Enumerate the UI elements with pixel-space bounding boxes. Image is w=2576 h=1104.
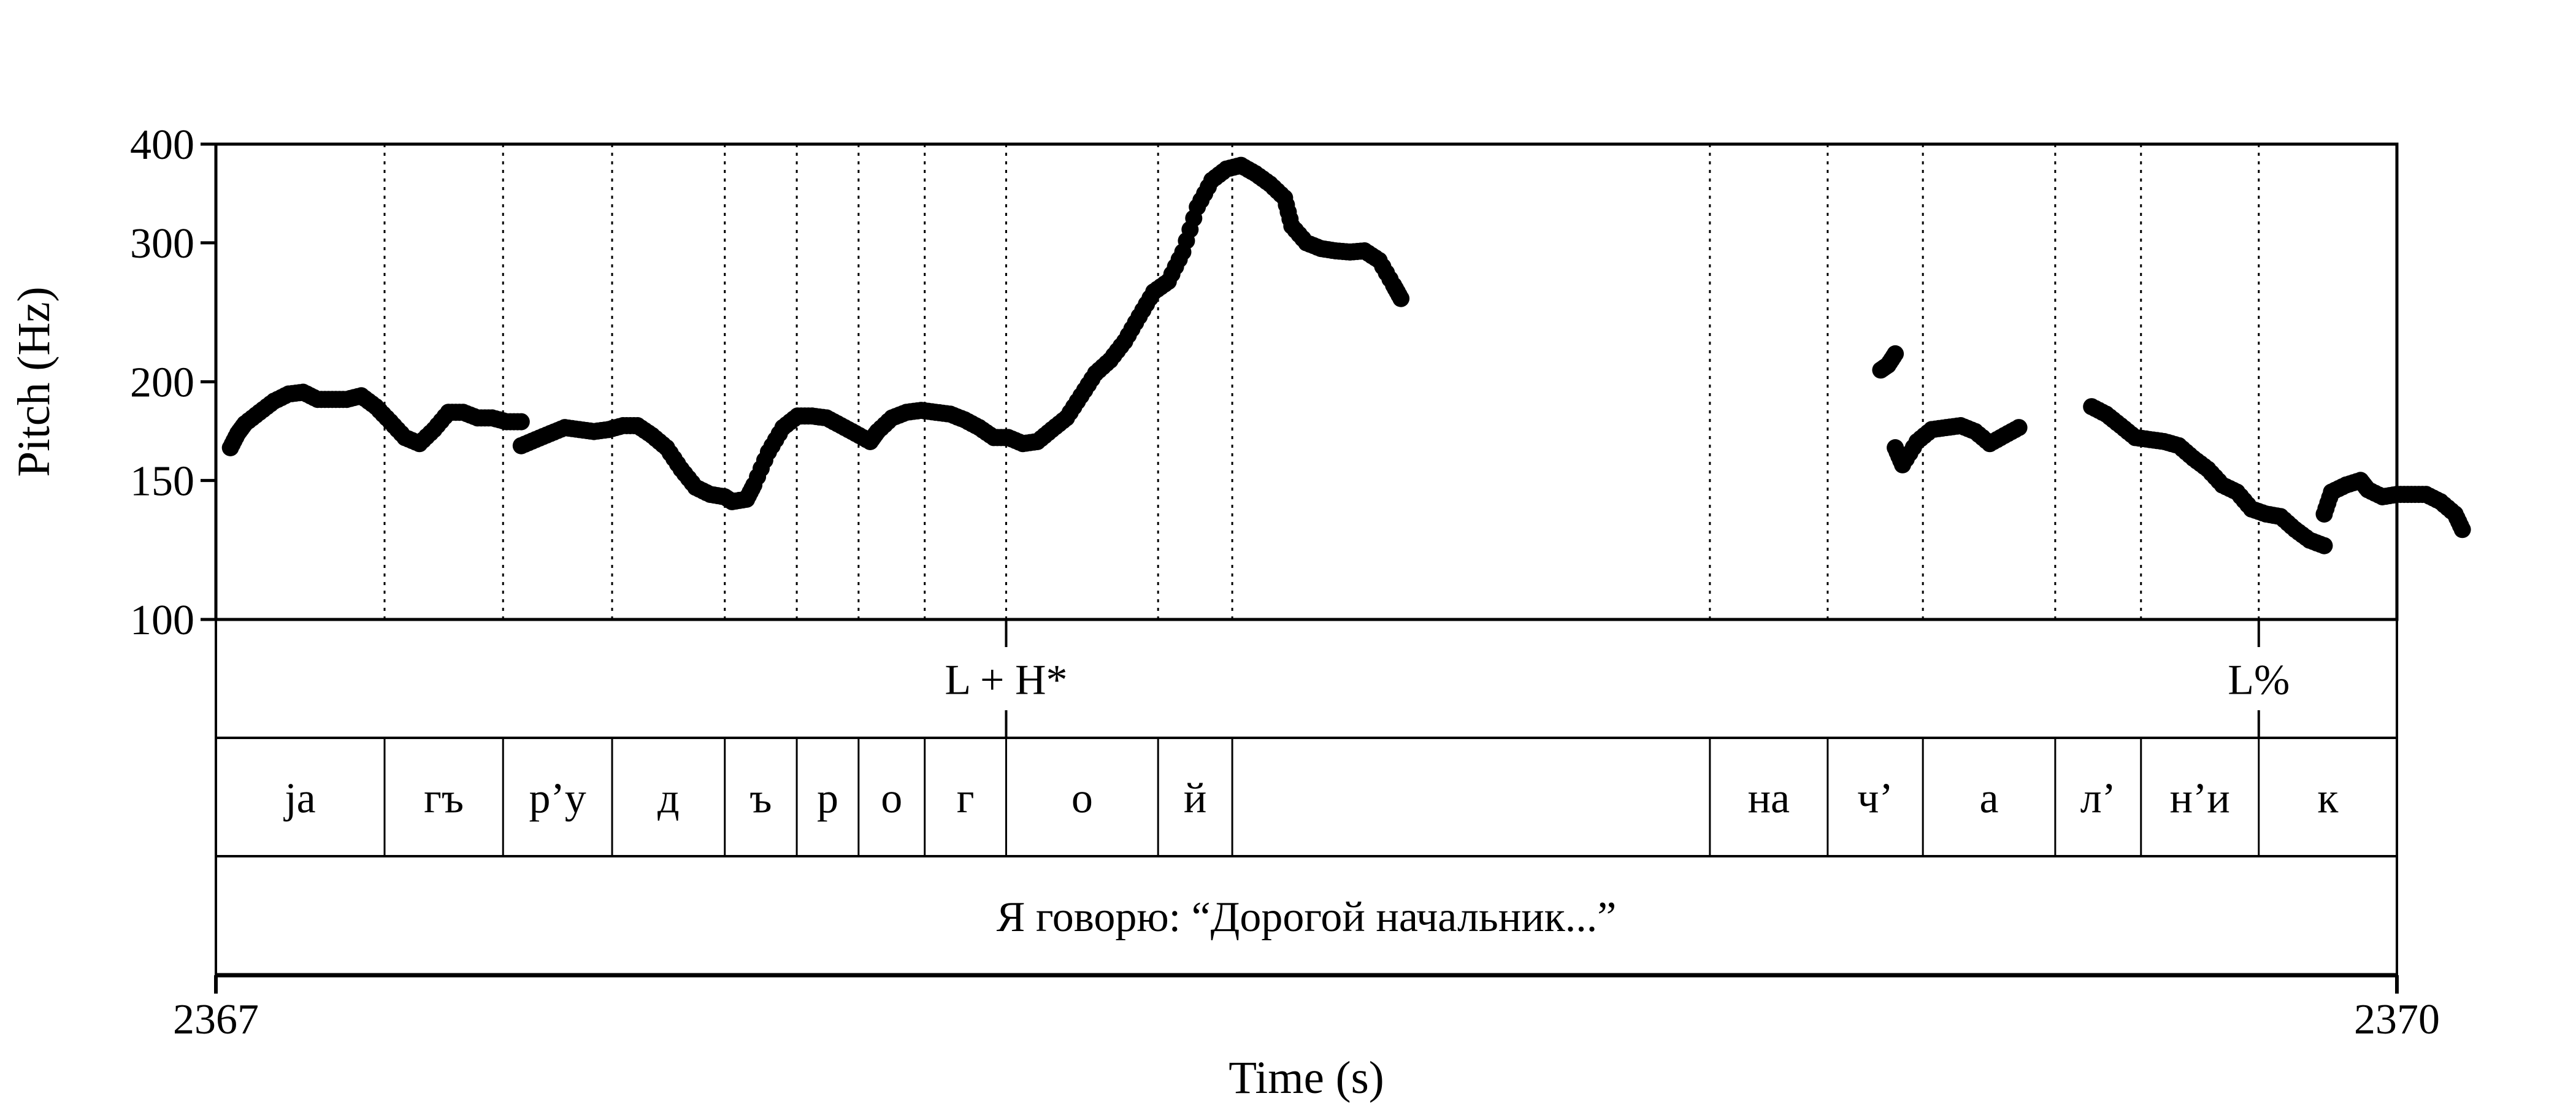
segment-label: н’и <box>2170 775 2230 822</box>
pitch-point <box>1887 345 1904 362</box>
segment-label: о <box>881 775 902 822</box>
x-tick-label: 2367 <box>173 996 259 1043</box>
segment-label: к <box>2317 775 2339 822</box>
pitch-point <box>1392 289 1410 307</box>
segment-label: й <box>1184 775 1206 822</box>
segment-label: о <box>1071 775 1093 822</box>
tier-frame <box>215 618 2398 739</box>
segment-label: а <box>1979 775 1998 822</box>
segment-label: ч’ <box>1857 775 1893 822</box>
segment-label: л’ <box>2080 775 2116 822</box>
pitch-point <box>512 413 530 431</box>
pitch-points <box>221 156 2471 554</box>
x-tick-label: 2370 <box>2354 996 2440 1043</box>
segment-label: р’у <box>529 775 586 822</box>
segment-label: д <box>657 775 680 822</box>
segment-label: гъ <box>424 775 464 822</box>
y-tick-label: 300 <box>130 220 194 267</box>
y-axis-title: Pitch (Hz) <box>9 286 59 477</box>
segment-label: на <box>1748 775 1790 822</box>
tone-label: L% <box>2228 657 2290 704</box>
sentence-label: Я говорю: “Дорогой начальник...” <box>997 894 1617 941</box>
pitch-point <box>2453 521 2471 539</box>
y-tick-label: 400 <box>130 121 194 169</box>
segment-label: г <box>957 775 975 822</box>
y-tick-label: 100 <box>130 597 194 644</box>
y-tick-label: 200 <box>130 359 194 407</box>
segment-label: р <box>817 775 838 822</box>
tone-label: L + H* <box>945 657 1067 704</box>
segment-label: ъ <box>749 775 772 822</box>
segment-label: ja <box>283 775 316 822</box>
pitch-point <box>2010 419 2028 437</box>
y-tick-label: 150 <box>130 458 194 505</box>
pitch-point <box>2315 537 2333 554</box>
pitch-panel-frame <box>214 142 2399 621</box>
x-axis-title: Time (s) <box>1229 1052 1384 1103</box>
